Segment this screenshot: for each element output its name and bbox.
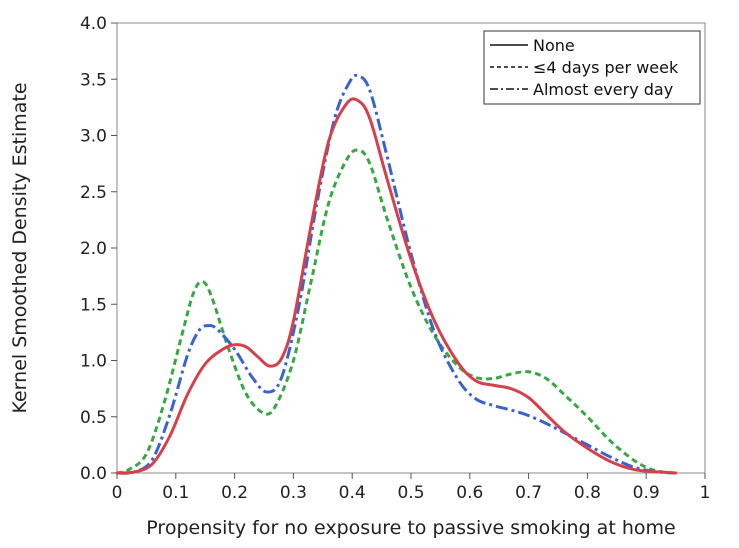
x-tick-label: 0.6 (456, 483, 483, 503)
y-axis: 0.0 0.5 1.0 1.5 2.0 2.5 3.0 3.5 4.0 (80, 14, 117, 484)
series-line-0 (115, 97, 678, 475)
x-tick-label: 0.7 (515, 483, 542, 503)
series-line-2 (116, 73, 676, 475)
y-tick-label: 2.0 (80, 239, 107, 259)
x-tick-label: 1 (700, 483, 711, 503)
y-tick-label: 3.5 (80, 70, 107, 90)
series-line-1 (116, 148, 671, 475)
x-tick-label: 0.3 (280, 483, 307, 503)
y-tick-label: 1.0 (80, 352, 107, 372)
x-tick-label: 0.8 (574, 483, 601, 503)
x-tick-label: 0.5 (397, 483, 424, 503)
x-tick-label: 0.2 (221, 483, 248, 503)
x-tick-label: 0.4 (339, 483, 366, 503)
y-tick-label: 2.5 (80, 183, 107, 203)
series-lines (115, 73, 678, 475)
y-axis-label: Kernel Smoothed Density Estimate (9, 82, 31, 413)
y-tick-label: 0.0 (80, 464, 107, 484)
x-axis: 0 0.1 0.2 0.3 0.4 0.5 0.6 0.7 0.8 0.9 1 (112, 473, 711, 503)
x-tick-label: 0 (112, 483, 123, 503)
x-tick-label: 0.1 (162, 483, 189, 503)
y-tick-label: 0.5 (80, 408, 107, 428)
legend-label-1: ≤4 days per week (533, 58, 679, 77)
x-tick-label: 0.9 (633, 483, 660, 503)
y-tick-label: 1.5 (80, 295, 107, 315)
legend: None ≤4 days per week Almost every day (483, 30, 701, 105)
legend-label-2: Almost every day (533, 80, 673, 99)
y-tick-label: 3.0 (80, 127, 107, 147)
x-axis-label: Propensity for no exposure to passive sm… (146, 517, 675, 539)
legend-label-0: None (533, 36, 575, 55)
y-tick-label: 4.0 (80, 14, 107, 34)
